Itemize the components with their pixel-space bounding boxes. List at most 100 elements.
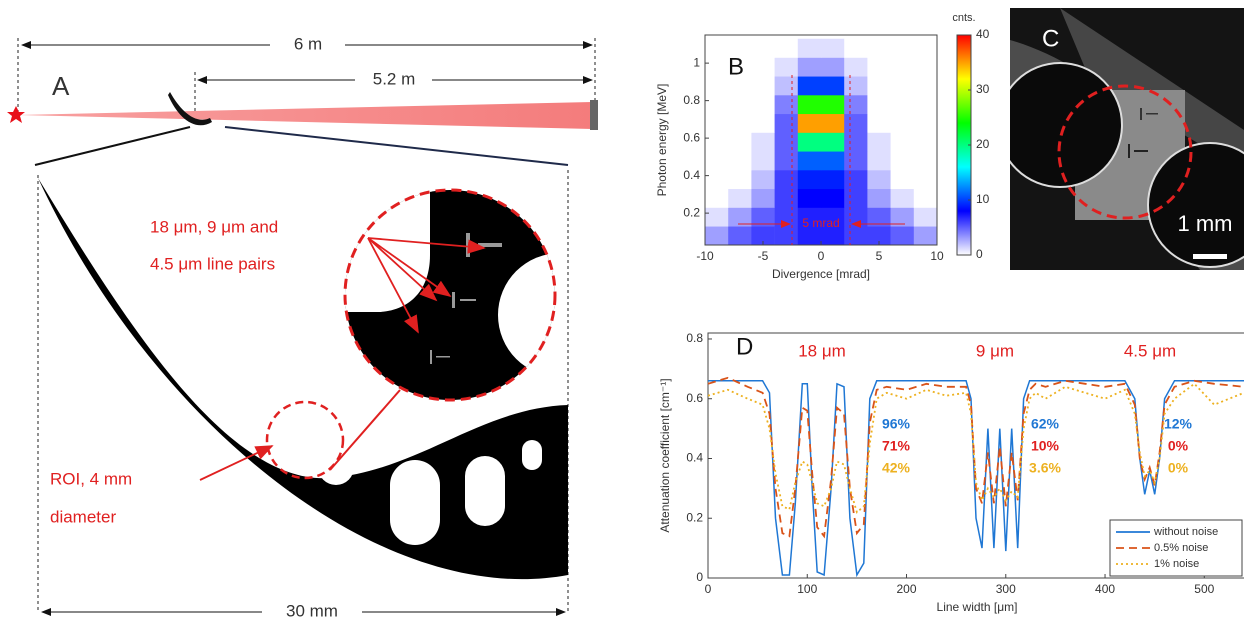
- heatmap-cell: [890, 207, 915, 227]
- heatmap-cell: [913, 113, 938, 133]
- x-tick-label: 0: [818, 249, 825, 263]
- x-tick-label: 5: [876, 249, 883, 263]
- heatmap-cell: [913, 57, 938, 77]
- heatmap-cell: [797, 95, 822, 115]
- heatmap-cell: [797, 57, 822, 77]
- panel-label: C: [1042, 25, 1059, 52]
- heatmap-cell: [867, 113, 891, 133]
- heatmap-cell: [890, 170, 915, 190]
- heatmap-cell: [913, 95, 938, 115]
- heatmap-cell: [705, 170, 729, 190]
- heatmap-cell: [751, 170, 775, 190]
- y-tick-label: 0.4: [686, 451, 703, 465]
- heatmap-cell: [797, 207, 822, 227]
- heatmap-cell: [844, 57, 868, 77]
- heatmap-cell: [867, 132, 891, 152]
- heatmap-cell: [821, 188, 845, 208]
- legend-label: without noise: [1153, 526, 1218, 538]
- heatmap-cell: [844, 113, 868, 133]
- dim-label: 5.2 m: [373, 69, 416, 88]
- group-label: 18 μm: [798, 341, 846, 360]
- heatmap-cell: [728, 170, 752, 190]
- heatmap-cell: [867, 57, 891, 77]
- heatmap-cell: [797, 132, 822, 152]
- heatmap-cell: [890, 226, 915, 246]
- heatmap-cell: [890, 38, 915, 58]
- y-tick-label: 0.6: [683, 130, 700, 144]
- callout: 4.5 μm line pairs: [150, 254, 275, 273]
- heatmap-cell: [774, 226, 799, 246]
- x-ray-beam: [18, 102, 592, 129]
- x-tick-label: 100: [797, 582, 817, 596]
- heatmap-cell: [821, 38, 845, 58]
- heatmap-cell: [867, 226, 891, 246]
- contrast-label: 0%: [1168, 438, 1189, 454]
- heatmap-cell: [797, 226, 822, 246]
- source: [7, 106, 25, 123]
- magnified-view: [345, 190, 555, 400]
- heatmap-cell: [890, 76, 915, 96]
- heatmap-cell: [867, 170, 891, 190]
- heatmap-cell: [728, 226, 752, 246]
- x-tick-label: -5: [758, 249, 769, 263]
- heatmap-cell: [774, 113, 799, 133]
- colorbar-label: cnts.: [952, 12, 975, 24]
- heatmap-cell: [797, 170, 822, 190]
- colorbar-tick-label: 40: [976, 27, 990, 41]
- x-tick-label: -10: [696, 249, 714, 263]
- heatmap-cell: [867, 207, 891, 227]
- x-tick-label: 500: [1194, 582, 1214, 596]
- heatmap-cell: [774, 188, 799, 208]
- y-tick-label: 0.4: [683, 168, 700, 182]
- series-line: [707, 382, 1244, 514]
- y-tick-label: 0.6: [686, 391, 703, 405]
- heatmap-cell: [705, 207, 729, 227]
- heatmap-cell: [751, 207, 775, 227]
- callout: 18 μm, 9 μm and: [150, 217, 278, 236]
- heatmap-cell: [890, 113, 915, 133]
- heatmap-cell: [821, 207, 845, 227]
- heatmap-cell: [913, 151, 938, 171]
- series-line: [707, 376, 1244, 539]
- heatmap-cell: [728, 57, 752, 77]
- heatmap-cell: [797, 38, 822, 58]
- heatmap-cell: [728, 132, 752, 152]
- panel-label: B: [728, 53, 744, 80]
- detector: [590, 100, 598, 130]
- heatmap-cell: [751, 38, 775, 58]
- heatmap-cell: [774, 132, 799, 152]
- heatmap-cell: [821, 76, 845, 96]
- heatmap-cell: [797, 151, 822, 171]
- dim-label: 6 m: [294, 34, 322, 53]
- magnify-circle: [343, 188, 557, 402]
- heatmap-cell: [821, 95, 845, 115]
- x-axis-label: Line width [μm]: [937, 600, 1018, 614]
- heatmap-cell: [774, 95, 799, 115]
- heatmap-cell: [844, 95, 868, 115]
- roi-circle: [265, 400, 345, 480]
- heatmap-cell: [728, 76, 752, 96]
- heatmap-cell: [890, 188, 915, 208]
- heatmap-cell: [821, 170, 845, 190]
- heatmap-cell: [867, 95, 891, 115]
- y-axis-label: Attenuation coefficient [cm⁻¹]: [658, 378, 672, 532]
- colorbar-tick-label: 30: [976, 82, 990, 96]
- x-tick-label: 300: [996, 582, 1016, 596]
- heatmap-cell: [751, 188, 775, 208]
- heatmap-cell: [728, 113, 752, 133]
- colorbar-tick-label: 20: [976, 137, 990, 151]
- heatmap-cell: [867, 151, 891, 171]
- y-tick-label: 0.8: [686, 331, 703, 345]
- heatmap-cell: [774, 38, 799, 58]
- heatmap-cell: [774, 76, 799, 96]
- heatmap-cell: [867, 76, 891, 96]
- heatmap-cell: [705, 132, 729, 152]
- heatmap-cell: [705, 226, 729, 246]
- heatmap-cell: [728, 95, 752, 115]
- heatmap-cell: [844, 132, 868, 152]
- y-tick-label: 0.2: [686, 510, 703, 524]
- heatmap-cell: [728, 38, 752, 58]
- heatmap-cell: [913, 38, 938, 58]
- contrast-label: 42%: [882, 460, 911, 476]
- panel-label: A: [52, 71, 70, 101]
